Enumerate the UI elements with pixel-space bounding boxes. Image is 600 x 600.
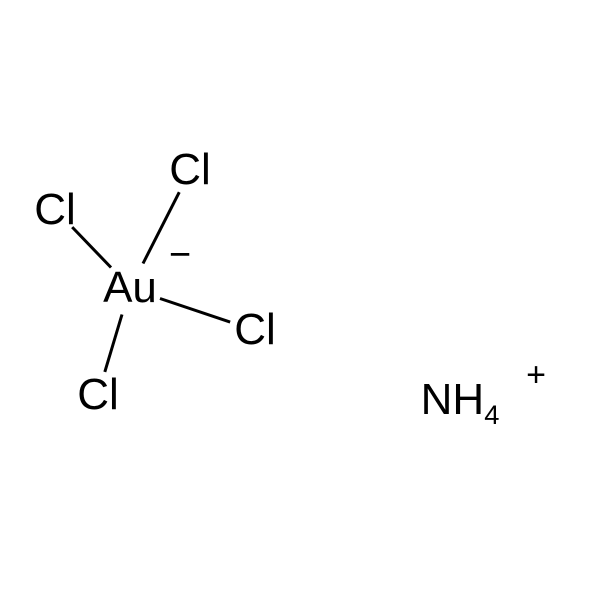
chemical-structure-diagram: { "canvas": { "width": 600, "height": 60… xyxy=(0,0,600,600)
charge-minus: − xyxy=(169,236,191,274)
charge-plus: + xyxy=(526,358,546,392)
atom-cl_bl: Cl xyxy=(77,373,119,417)
atom-cl_ul: Cl xyxy=(34,188,76,232)
atom-au: Au xyxy=(103,266,157,310)
ammonium: NH4 xyxy=(421,378,500,422)
bond-au-cl_r xyxy=(160,297,231,323)
bond-au-cl_bl xyxy=(103,314,123,372)
atom-cl_top: Cl xyxy=(169,148,211,192)
atom-cl_r: Cl xyxy=(234,308,276,352)
